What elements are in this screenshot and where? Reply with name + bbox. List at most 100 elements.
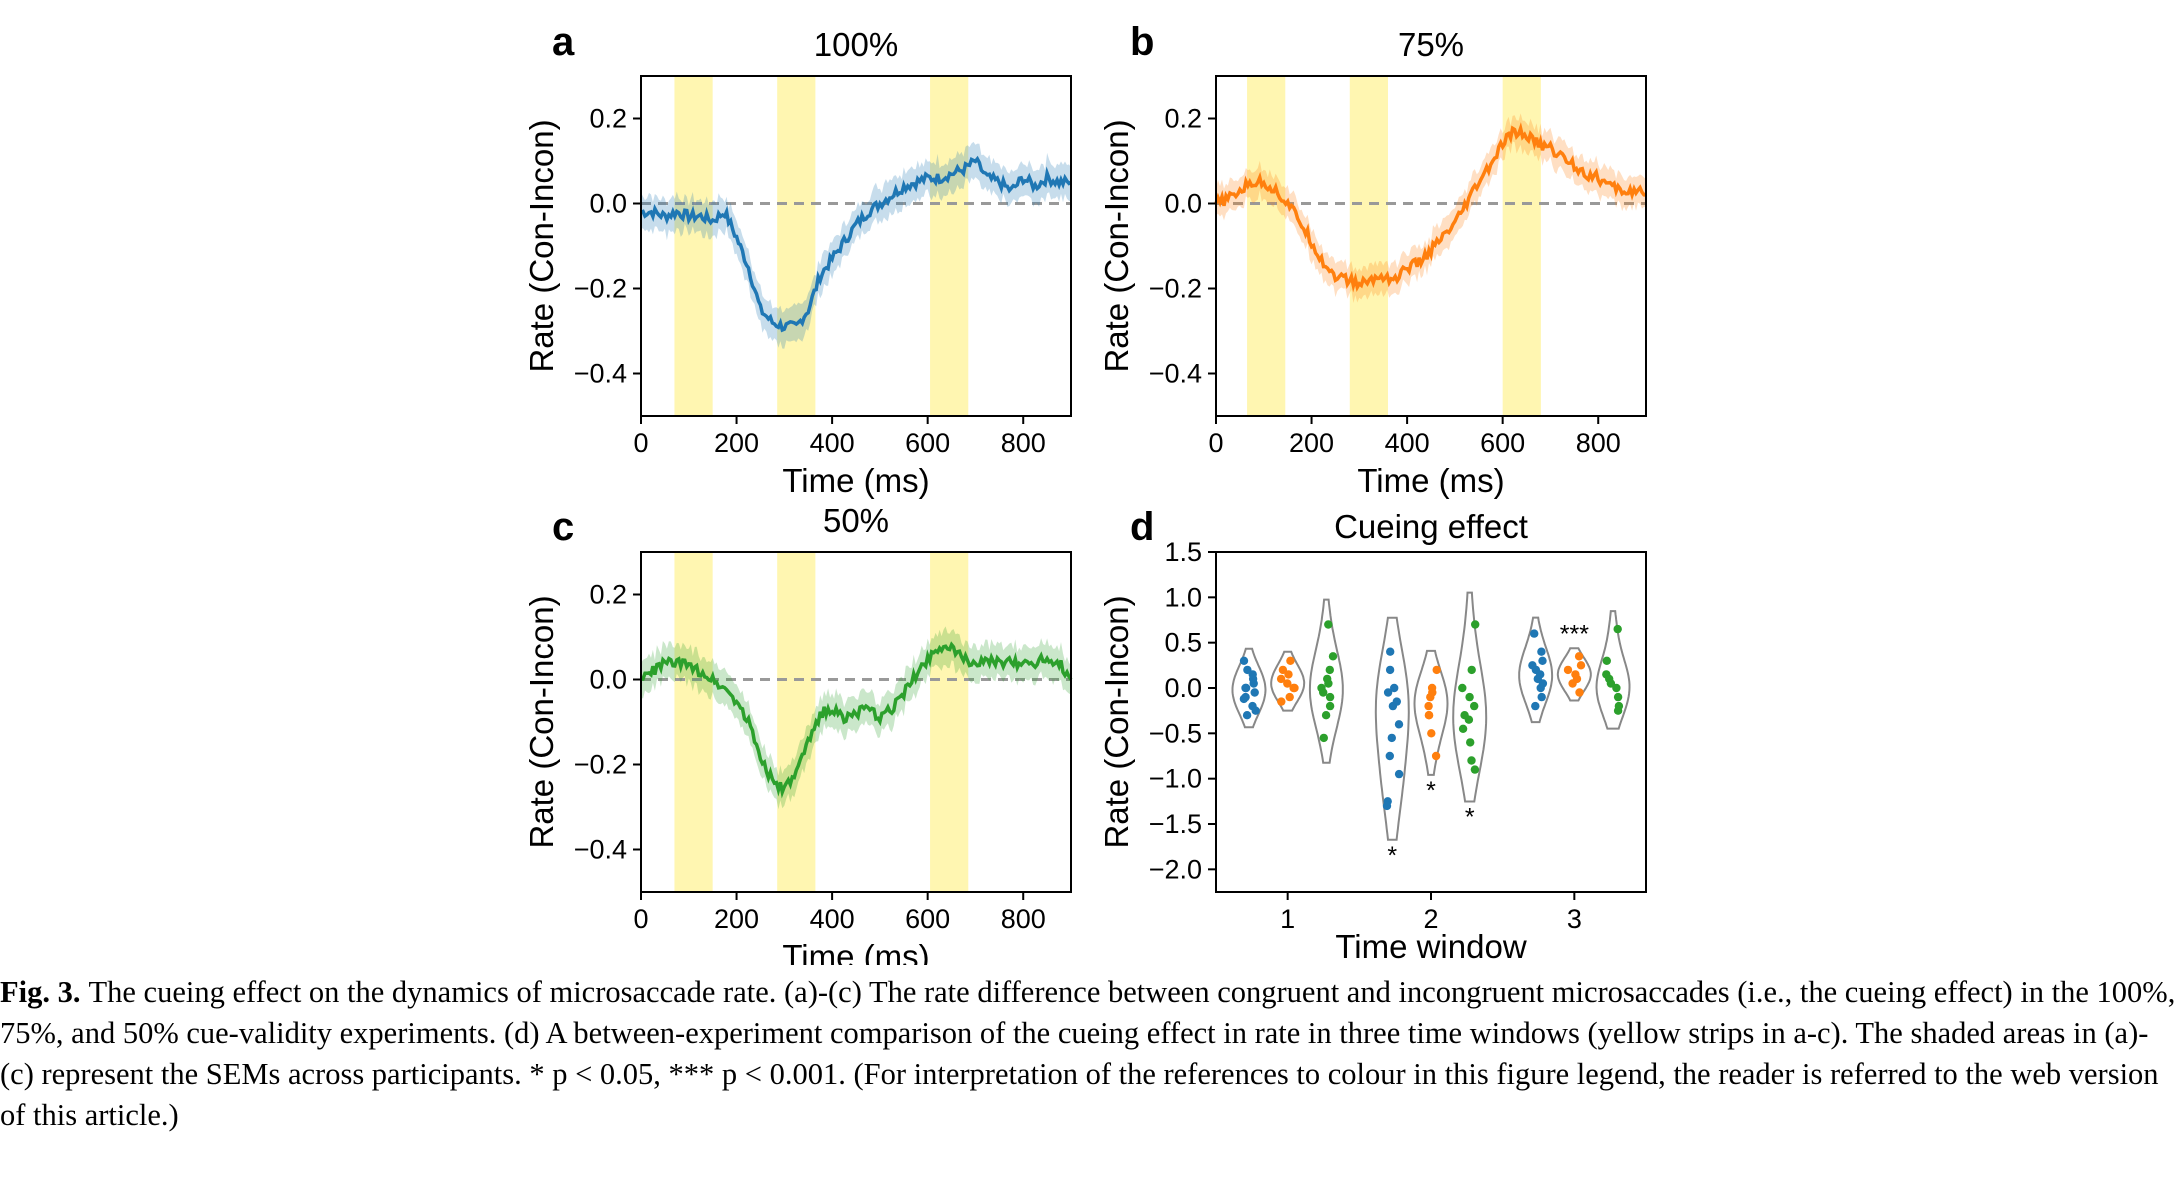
panel-letter-b: b: [1130, 20, 1154, 64]
y-tick-label-b: −0.4: [1149, 359, 1202, 389]
y-tick-label-c: 0.0: [589, 665, 627, 695]
y-axis-label-d: Rate (Con-Incon): [1098, 595, 1135, 848]
y-tick-label-a: 0.2: [589, 104, 627, 134]
data-point-d: [1324, 620, 1333, 629]
x-tick-label-a: 400: [810, 428, 855, 458]
data-point-d: [1239, 694, 1249, 704]
data-point-d: [1458, 683, 1467, 693]
data-point-d: [1424, 711, 1434, 720]
data-point-d: [1538, 656, 1547, 665]
data-point-d: [1385, 751, 1395, 761]
data-point-d: [1613, 692, 1623, 702]
y-tick-label-a: 0.0: [589, 189, 627, 219]
data-point-d: [1328, 652, 1338, 661]
data-point-d: [1428, 688, 1437, 697]
x-tick-label-a: 800: [1001, 428, 1046, 458]
data-point-d: [1286, 656, 1295, 665]
data-point-d: [1576, 661, 1586, 670]
data-point-d: [1242, 711, 1252, 720]
data-point-d: [1325, 665, 1335, 675]
data-point-d: [1390, 683, 1399, 693]
y-tick-label-a: −0.4: [574, 359, 627, 389]
figure: a 100% 0 200 400 600 800 −0.4 −0.2 0.0 0.2 Time (ms…: [523, 20, 1647, 965]
y-tick-label-d: 0.0: [1164, 673, 1202, 703]
y-axis-label-a: Rate (Con-Incon): [523, 119, 560, 372]
x-tick-label-d: 1: [1280, 904, 1295, 934]
highlight-window-a-1: [674, 76, 713, 416]
y-tick-label-d: 1.0: [1164, 582, 1202, 612]
mean-line-a: [640, 155, 1072, 333]
y-tick-label-d: 0.5: [1164, 628, 1202, 658]
data-point-d: [1470, 765, 1480, 774]
y-tick-label-a: −0.2: [574, 274, 627, 304]
x-tick-label-a: 0: [633, 428, 648, 458]
data-point-d: [1470, 701, 1479, 711]
data-point-d: [1467, 756, 1476, 765]
data-point-d: [1248, 670, 1257, 679]
x-tick-label-c: 200: [714, 904, 759, 934]
x-tick-label-c: 400: [810, 904, 855, 934]
y-tick-label-b: −0.2: [1149, 274, 1202, 304]
data-point-d: [1536, 670, 1545, 679]
data-point-d: [1466, 738, 1475, 747]
x-axis-label-a: Time (ms): [782, 462, 929, 499]
significance-marker-d: ***: [1560, 620, 1589, 648]
x-axis-label-c: Time (ms): [782, 938, 929, 965]
y-tick-label-b: 0.2: [1164, 104, 1202, 134]
data-point-d: [1537, 647, 1546, 656]
panel-title-c: 50%: [823, 502, 889, 539]
figure-caption: Fig. 3. The cueing effect on the dynamics…: [0, 972, 2181, 1136]
panel-title-d: Cueing effect: [1334, 508, 1528, 545]
panel-letter-a: a: [552, 20, 575, 64]
x-tick-label-c: 800: [1001, 904, 1046, 934]
significance-marker-d: *: [1426, 777, 1436, 805]
x-tick-label-b: 600: [1480, 428, 1525, 458]
data-point-d: [1563, 665, 1573, 675]
y-axis-label-b: Rate (Con-Incon): [1098, 119, 1135, 372]
x-tick-label-b: 400: [1385, 428, 1430, 458]
caption-text: The cueing effect on the dynamics of mic…: [0, 975, 2176, 1132]
highlight-window-c-1: [674, 552, 713, 892]
data-point-d: [1605, 674, 1614, 684]
y-axis-label-c: Rate (Con-Incon): [523, 595, 560, 848]
data-point-d: [1319, 688, 1328, 697]
panel-title-a: 100%: [814, 26, 898, 63]
data-point-d: [1568, 679, 1577, 688]
data-point-d: [1464, 715, 1474, 724]
x-tick-label-b: 200: [1289, 428, 1334, 458]
data-point-d: [1431, 751, 1441, 761]
x-tick-label-b: 800: [1576, 428, 1621, 458]
data-point-d: [1392, 697, 1402, 706]
data-point-d: [1530, 629, 1539, 638]
highlight-window-a-3: [930, 76, 969, 416]
plot-frame-b: [1215, 75, 1647, 417]
x-axis-label-b: Time (ms): [1357, 462, 1504, 499]
data-point-d: [1278, 665, 1288, 675]
x-axis-label-d: Time window: [1335, 928, 1526, 965]
x-tick-label-c: 0: [633, 904, 648, 934]
panel-a: a 100% 0 200 400 600 800 −0.4 −0.2 0.0 0.2 Time (ms…: [523, 20, 1072, 499]
data-point-d: [1424, 701, 1433, 711]
violin-d-s3-w3: [1595, 610, 1631, 730]
data-point-d: [1241, 683, 1250, 693]
x-tick-label-d: 3: [1567, 904, 1582, 934]
y-tick-label-b: 0.0: [1164, 189, 1202, 219]
y-tick-label-d: −1.0: [1149, 764, 1202, 794]
data-point-d: [1602, 656, 1612, 665]
data-point-d: [1250, 688, 1259, 697]
data-point-d: [1249, 679, 1258, 688]
data-point-d: [1385, 665, 1395, 675]
panel-b: b 75% 0 200 400 600 800 −0.4 −0.2 0.0 0.2 Time (ms)…: [1098, 20, 1647, 499]
data-point-d: [1465, 692, 1474, 702]
data-point-d: [1277, 697, 1286, 706]
highlight-window-a-2: [777, 76, 816, 416]
highlight-window-b-1: [1247, 76, 1286, 416]
y-tick-label-d: −0.5: [1149, 718, 1202, 748]
data-point-d: [1427, 729, 1436, 738]
x-tick-label-a: 600: [905, 428, 950, 458]
panel-letter-d: d: [1130, 505, 1154, 549]
data-point-d: [1386, 647, 1395, 656]
data-point-d: [1251, 706, 1260, 715]
data-point-d: [1538, 679, 1548, 688]
mean-line-c: [641, 641, 1073, 799]
